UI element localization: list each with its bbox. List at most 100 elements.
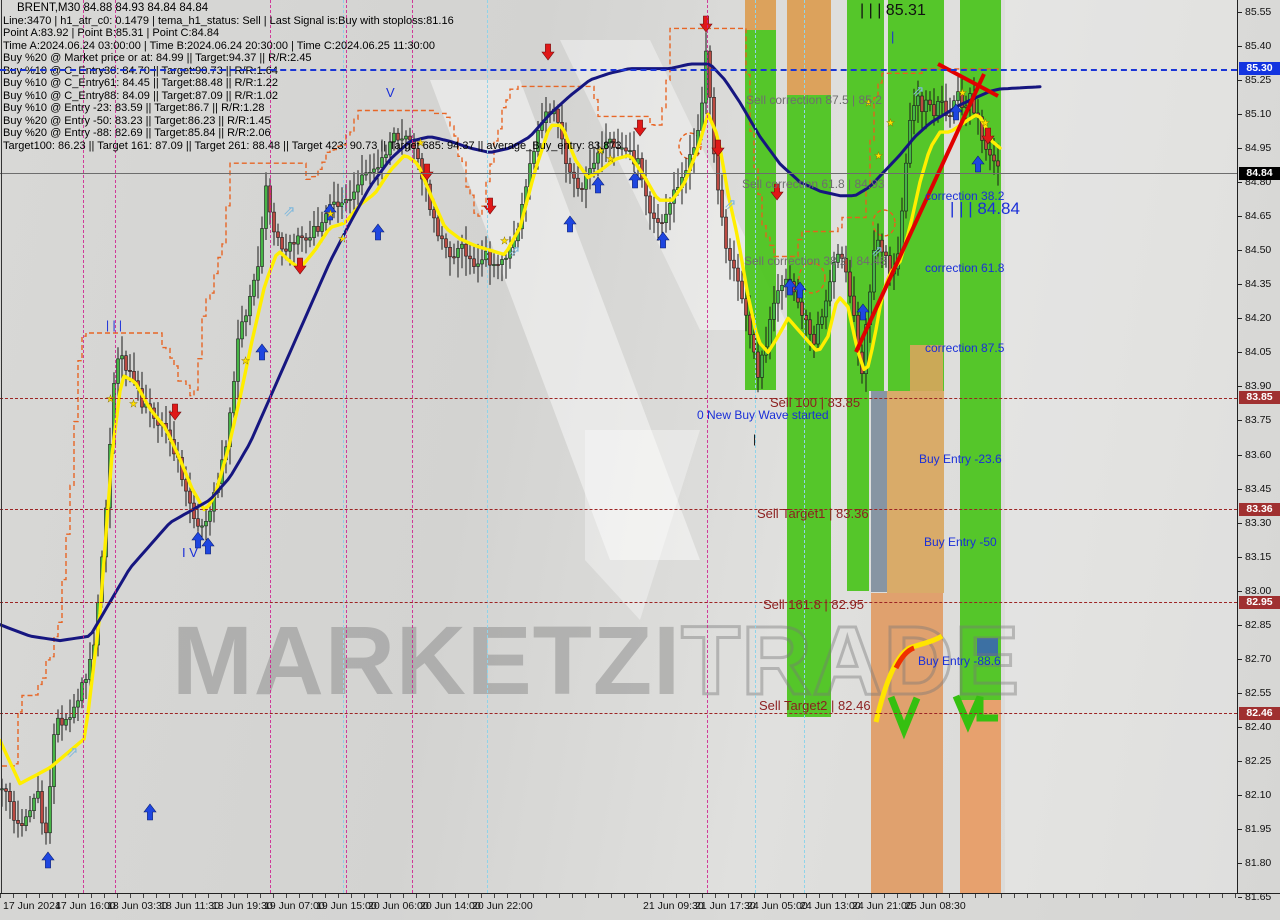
wave-zone	[871, 391, 887, 592]
info-line: Buy %20 @ Entry -88: 82.69 || Target:85.…	[3, 127, 271, 139]
sell-level-line[interactable]	[0, 602, 1237, 603]
star-marker-icon: ★	[886, 118, 895, 129]
price-tick	[1238, 45, 1242, 47]
sell-level-line[interactable]	[0, 397, 1237, 399]
star-marker-icon: ★	[129, 399, 138, 410]
price-tick	[1238, 11, 1242, 13]
star-marker-icon: ★	[416, 138, 425, 149]
wave-marker-vline-magenta[interactable]	[346, 0, 347, 893]
price-tick-label: 82.40	[1245, 720, 1272, 733]
watermark-part2: TRADE	[680, 606, 1021, 715]
sell-arrow-icon	[633, 119, 647, 137]
time-tick-label: 18 Jun 03:30	[107, 900, 168, 912]
price-tick	[1238, 795, 1242, 796]
wave-zone	[960, 700, 1001, 893]
price-tick-label: 83.60	[1245, 448, 1272, 461]
ma-slow-blue	[0, 62, 1042, 643]
price-tick	[1238, 829, 1242, 830]
sell-arrow-icon	[711, 139, 725, 157]
buy-arrow-icon	[191, 531, 205, 549]
wave-doodle	[798, 262, 826, 294]
sell-level-line[interactable]	[0, 713, 1237, 715]
price-tick-label: 82.10	[1245, 789, 1272, 801]
wave-marker-vline-magenta[interactable]	[412, 0, 413, 893]
price-tick	[1238, 726, 1242, 728]
price-tick	[1238, 454, 1242, 456]
buy-arrow-icon	[591, 176, 605, 194]
buy-arrow-icon	[656, 231, 670, 249]
trend-line[interactable]	[854, 73, 986, 353]
time-tick-label: 18 Jun 19:30	[212, 900, 273, 912]
wave-zone	[745, 0, 776, 30]
info-line: Buy %20 @ Entry -50: 83.23 || Target:86.…	[3, 114, 271, 127]
wave-marker-vline-cyan[interactable]	[487, 0, 488, 893]
northeast-open-arrow-icon: ⇗	[912, 83, 925, 100]
sell-arrow-icon	[699, 15, 713, 33]
price-tick	[1238, 692, 1242, 694]
wave-marker-vline-magenta[interactable]	[270, 0, 271, 893]
buy-arrow-icon	[628, 171, 642, 189]
wave-marker-vline-cyan[interactable]	[804, 0, 805, 893]
price-tick-label: 85.10	[1245, 108, 1272, 120]
current-price-line	[0, 173, 1237, 174]
time-tick-label: 17 Jun 2024	[3, 900, 61, 912]
indicator-info-panel: BRENT,M30 84.88 84.93 84.84 84.84 Line:34…	[3, 2, 622, 152]
wave-marker-vline-magenta[interactable]	[707, 0, 708, 893]
price-tick-label: 81.80	[1245, 857, 1272, 870]
wave-zone	[847, 391, 869, 591]
buy-arrow-icon	[201, 537, 215, 555]
info-line: Target100: 86.23 || Target 161: 87.09 ||…	[3, 139, 622, 152]
star-marker-icon: ★	[106, 394, 115, 405]
price-tick	[1238, 897, 1242, 899]
price-tick	[1238, 488, 1242, 490]
price-tick-label: 84.05	[1245, 346, 1272, 359]
star-marker-icon: ★	[500, 236, 509, 247]
info-line: Buy %20 @ Market price or at: 84.99 || T…	[3, 52, 312, 64]
star-marker-icon: ★	[981, 118, 990, 129]
sell-arrow-icon	[293, 257, 307, 275]
price-tick-label: 85.40	[1245, 39, 1272, 52]
wave-marker-vline-magenta[interactable]	[115, 0, 116, 893]
price-tick	[1238, 148, 1242, 149]
star-marker-icon: ★	[606, 154, 615, 165]
time-tick-label: 25 Jun 08:30	[905, 900, 966, 912]
price-axis[interactable]: 85.55 85.40 85.25 85.10 84.95 84.80 84.65 84.50…	[1237, 0, 1280, 903]
info-line: Time A:2024.06.24 03:00:00 | Time B:2024…	[3, 39, 435, 52]
info-line: Line:3470 | h1_atr_c0: 0.1479 | tema_h1_…	[3, 14, 454, 27]
buy-arrow-icon	[143, 803, 157, 821]
price-tick-label: 84.50	[1245, 244, 1272, 257]
price-tick-label: 82.85	[1245, 618, 1272, 631]
sell-arrow-icon	[168, 403, 182, 421]
sell-level-line[interactable]	[0, 509, 1237, 510]
resistance-line-85-30[interactable]	[0, 68, 1237, 71]
time-tick-label: 20 Jun 14:00	[420, 900, 481, 912]
wave-marker-vline-magenta[interactable]	[83, 0, 84, 893]
northeast-open-arrow-icon: ⇗	[283, 203, 296, 220]
sell-arrow-icon	[981, 127, 995, 145]
price-tick-label: 84.20	[1245, 312, 1272, 325]
price-tick-label: 83.75	[1245, 414, 1272, 427]
price-tick	[1238, 182, 1242, 184]
buy-arrow-icon	[371, 223, 385, 241]
buy-arrow-icon	[41, 851, 55, 869]
northeast-open-arrow-icon: ⇗	[508, 243, 521, 260]
price-tick	[1238, 114, 1242, 115]
price-tick	[1238, 590, 1242, 592]
price-tick-label: 81.95	[1245, 823, 1272, 835]
star-marker-icon: ★	[338, 234, 347, 245]
price-tick-label: 85.55	[1245, 5, 1272, 18]
broker-watermark: MARKETZITRADE	[172, 611, 1021, 711]
wave-marker-vline-cyan[interactable]	[343, 0, 344, 893]
ma-fast-yellow	[0, 112, 1002, 786]
sell-arrow-icon	[420, 163, 434, 181]
sell-arrow-icon	[770, 183, 784, 201]
price-tick-label: 85.25	[1245, 73, 1272, 86]
info-line: Buy %10 @ Entry -23: 83.59 || Target:86.…	[3, 102, 265, 114]
price-tick-label: 83.45	[1245, 482, 1272, 495]
wave-marker-vline-cyan[interactable]	[755, 0, 756, 893]
time-tick-label: 24 Jun 21:00	[852, 900, 913, 912]
star-marker-icon: ★	[326, 209, 335, 220]
time-axis[interactable]: 17 Jun 2024 17 Jun 16:00 18 Jun 03:30 18 Ju…	[0, 893, 1280, 920]
